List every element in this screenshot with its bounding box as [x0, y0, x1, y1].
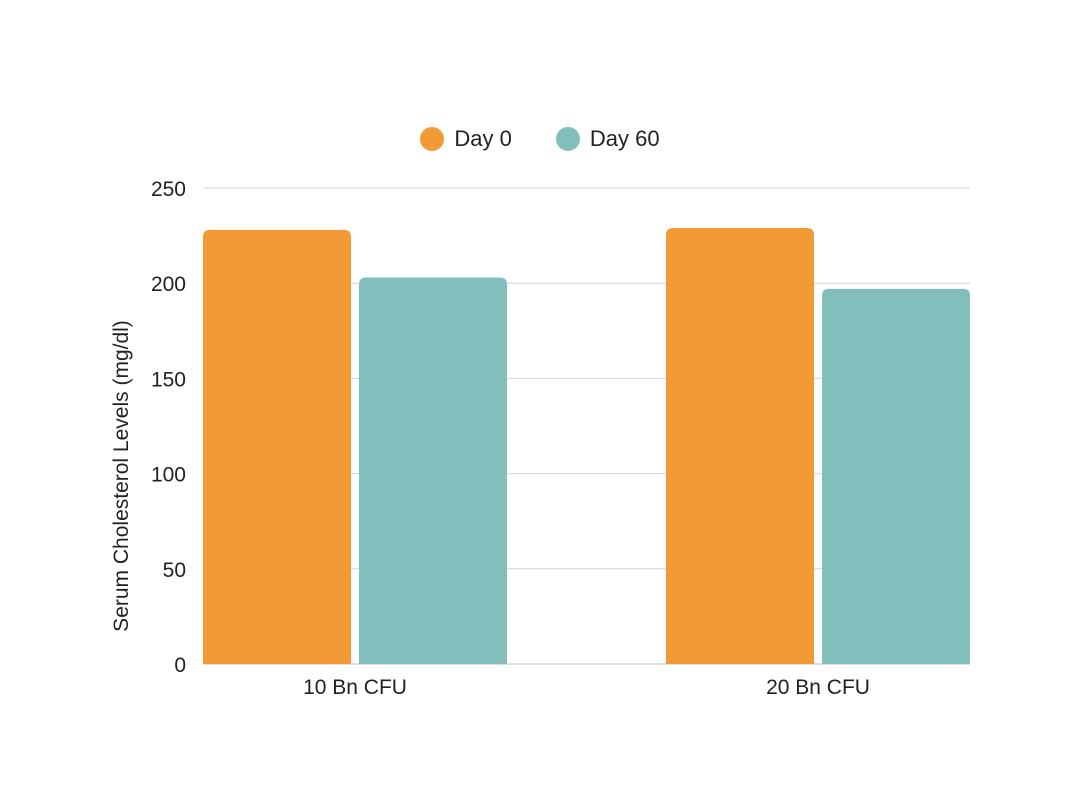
y-tick-label-100: 100: [151, 464, 186, 487]
y-tick-label-250: 250: [151, 178, 186, 201]
legend-label-day-0: Day 0: [454, 126, 512, 151]
bar-20-bn-cfu-day-60: [822, 288, 970, 664]
x-tick-label-1: 20 Bn CFU: [766, 676, 870, 699]
chart-legend: Day 0 Day 60: [0, 126, 1080, 152]
label-layer: 0 50 100 150 200 250 10 Bn CFU 20 Bn CFU: [151, 178, 870, 699]
legend-item-day-0: Day 0: [420, 126, 512, 152]
y-tick-label-50: 50: [163, 559, 186, 582]
x-tick-label-0: 10 Bn CFU: [303, 676, 407, 699]
bar-10-bn-cfu-day-60: [359, 277, 507, 664]
legend-swatch-day-0: [420, 127, 445, 151]
legend-label-day-60: Day 60: [589, 126, 660, 151]
y-axis-title: Serum Cholesterol Levels (mg/dl): [110, 320, 133, 632]
legend-item-day-60: Day 60: [555, 126, 660, 152]
y-tick-label-200: 200: [151, 273, 186, 296]
bar-20-bn-cfu-day-0: [666, 227, 814, 664]
bar-layer: [203, 227, 970, 664]
y-tick-label-150: 150: [151, 368, 186, 391]
legend-swatch-day-60: [555, 127, 580, 151]
bar-10-bn-cfu-day-0: [203, 229, 351, 664]
y-tick-label-0: 0: [174, 654, 186, 677]
